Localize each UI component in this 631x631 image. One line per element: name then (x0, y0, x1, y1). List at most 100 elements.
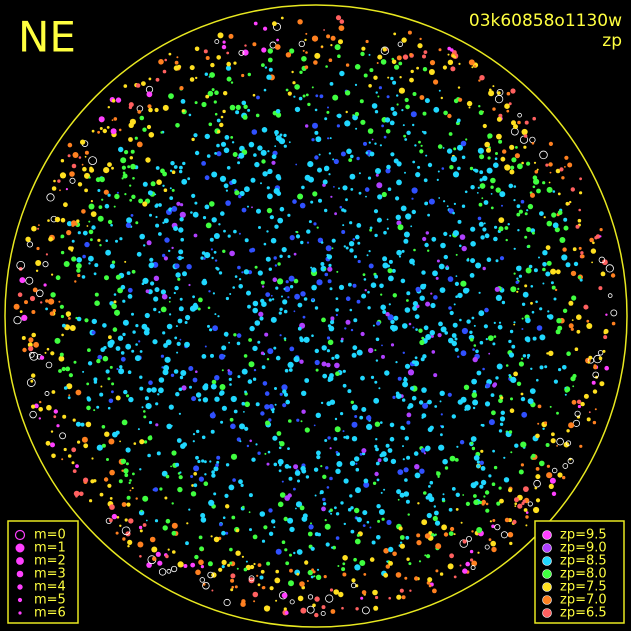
star-dot (139, 529, 143, 533)
star-dot (24, 300, 28, 305)
star-dot (170, 209, 174, 212)
star-dot (508, 430, 513, 434)
star-dot (399, 588, 404, 593)
star-dot (376, 321, 381, 326)
star-dot (66, 221, 73, 227)
star-dot (378, 86, 382, 90)
star-dot (179, 86, 184, 91)
star-dot (521, 161, 524, 165)
star-dot (211, 473, 216, 478)
magnitude-symbol (16, 557, 24, 565)
star-dot (603, 330, 607, 335)
star-dot (219, 391, 224, 396)
star-dot (138, 340, 141, 343)
star-dot (548, 141, 554, 146)
star-dot (117, 335, 124, 341)
star-dot (153, 296, 159, 302)
star-dot (250, 564, 255, 570)
star-dot (479, 75, 485, 81)
star-dot (503, 477, 510, 483)
star-dot (299, 202, 306, 209)
star-dot (287, 255, 291, 258)
star-dot (443, 110, 448, 116)
star-dot (425, 201, 429, 205)
star-dot (447, 53, 450, 56)
star-dot (330, 195, 333, 198)
star-dot (524, 284, 528, 288)
star-dot (383, 488, 386, 491)
star-dot (328, 263, 332, 267)
star-dot (484, 401, 491, 407)
star-dot (434, 510, 439, 516)
star-dot (109, 497, 113, 500)
star-dot (109, 469, 115, 476)
star-dot (508, 183, 514, 189)
star-dot (370, 375, 375, 379)
star-dot (229, 104, 236, 111)
star-dot (571, 295, 577, 301)
star-dot (498, 226, 504, 232)
star-dot (90, 211, 97, 218)
star-dot (514, 505, 517, 507)
star-dot (222, 516, 226, 519)
star-dot (192, 440, 195, 443)
star-dot (497, 91, 501, 95)
star-dot (101, 198, 104, 201)
star-dot (329, 447, 332, 450)
star-dot (322, 502, 327, 506)
star-dot (390, 106, 395, 111)
star-dot (478, 110, 484, 116)
star-dot (283, 607, 287, 611)
star-dot (129, 184, 132, 187)
star-dot (174, 285, 179, 291)
star-dot (406, 291, 411, 296)
star-dot (285, 52, 292, 58)
star-dot (436, 471, 441, 477)
star-dot (260, 569, 265, 574)
star-dot (260, 280, 265, 285)
star-dot (285, 280, 289, 284)
star-dot (289, 235, 295, 241)
star-dot (229, 383, 232, 386)
zp-label: zp=9.5 (560, 528, 607, 543)
star-dot (542, 181, 546, 185)
star-dot (396, 594, 402, 600)
star-dot (69, 325, 76, 331)
star-dot (546, 260, 552, 266)
star-dot (111, 513, 118, 520)
star-dot (271, 154, 277, 160)
star-dot (422, 402, 429, 409)
star-dot (334, 426, 341, 433)
star-dot (126, 394, 130, 398)
star-dot (507, 531, 514, 538)
star-dot (107, 106, 111, 109)
star-dot (288, 141, 291, 144)
star-dot (180, 203, 184, 207)
star-dot (513, 321, 516, 324)
star-dot (202, 581, 210, 590)
star-dot (181, 109, 185, 113)
star-dot (230, 578, 235, 583)
star-dot (610, 273, 616, 278)
star-dot (546, 464, 551, 468)
star-dot (342, 562, 346, 566)
star-dot (284, 611, 289, 615)
star-dot (549, 171, 552, 174)
star-dot (499, 191, 506, 198)
star-dot (533, 161, 537, 164)
star-dot (531, 142, 535, 145)
star-dot (130, 163, 136, 170)
star-dot (553, 379, 559, 384)
star-dot (214, 259, 218, 262)
star-dot (115, 531, 119, 535)
star-dot (429, 60, 436, 66)
star-dot (42, 261, 49, 268)
star-dot (484, 490, 490, 495)
star-dot (374, 471, 379, 477)
star-dot (234, 190, 240, 196)
star-dot (338, 284, 345, 290)
star-dot (579, 191, 583, 195)
star-dot (261, 365, 266, 370)
star-dot (374, 349, 377, 352)
star-dot (514, 502, 517, 506)
